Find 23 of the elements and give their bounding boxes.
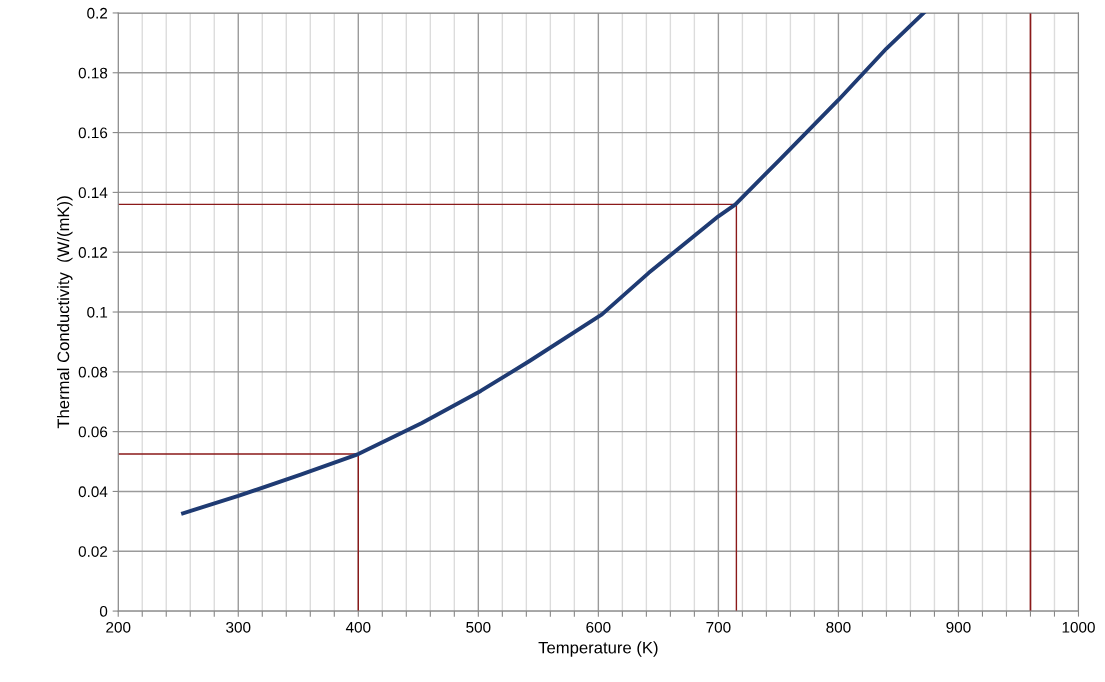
x-tick-label: 300 — [226, 621, 251, 633]
y-tick-label: 0.12 — [78, 247, 108, 258]
y-tick-label: 0.14 — [78, 187, 108, 199]
y-axis-title: Thermal Conductivity (W/(mK)) — [56, 196, 73, 429]
y-tick-label: 0.08 — [78, 366, 108, 378]
x-tick-label: 800 — [826, 621, 851, 633]
x-axis-title: Temperature (K) — [538, 641, 658, 657]
y-tick-label: 0.16 — [78, 127, 108, 139]
x-tick-label: 600 — [586, 621, 611, 633]
x-tick-label: 1000 — [1062, 621, 1095, 633]
y-tick-label: 0.2 — [87, 7, 108, 19]
y-tick-label: 0.1 — [87, 306, 108, 318]
x-tick-label: 700 — [706, 621, 731, 633]
y-tick-label: 0.06 — [78, 426, 108, 438]
x-tick-label: 900 — [946, 621, 971, 633]
y-tick-label: 0 — [99, 605, 108, 617]
x-tick-label: 200 — [106, 621, 131, 633]
x-tick-label: 400 — [345, 621, 371, 633]
y-tick-label: 0.02 — [78, 546, 108, 557]
y-tick-label: 0.18 — [78, 67, 108, 79]
y-tick-label: 0.04 — [78, 486, 108, 498]
line-series — [181, 12, 926, 516]
x-tick-label: 500 — [466, 621, 491, 633]
